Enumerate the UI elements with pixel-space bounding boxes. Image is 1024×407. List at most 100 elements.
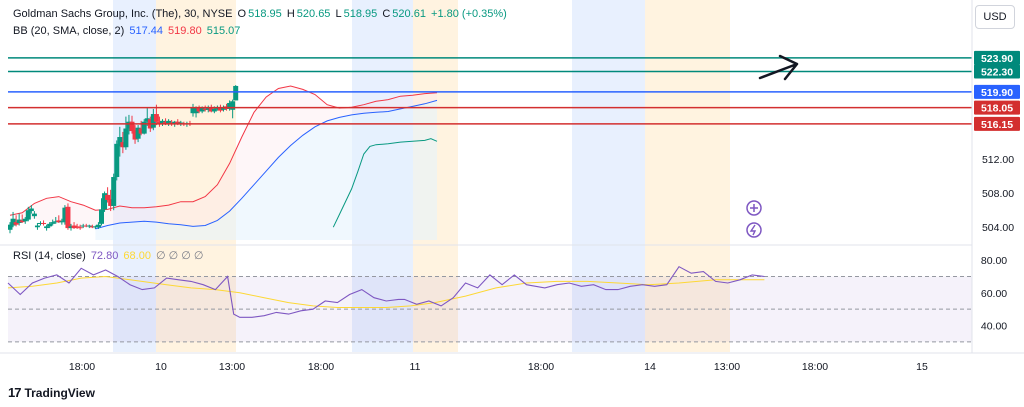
candle[interactable]: [68, 223, 74, 231]
candle[interactable]: [10, 211, 16, 228]
candle[interactable]: [227, 100, 233, 111]
bb-basis-line[interactable]: [95, 99, 438, 230]
candle[interactable]: [50, 219, 56, 226]
candle[interactable]: [126, 114, 132, 135]
candle[interactable]: [190, 103, 196, 117]
candle[interactable]: [19, 214, 25, 223]
rsi-pane[interactable]: [7, 265, 972, 343]
price-level-label: 518.05: [981, 103, 1013, 115]
session-band: [645, 0, 730, 352]
candle[interactable]: [16, 213, 22, 226]
candle[interactable]: [47, 222, 53, 229]
currency-button[interactable]: USD: [975, 5, 1015, 29]
candle-body: [132, 130, 138, 140]
candle[interactable]: [156, 116, 162, 127]
candle[interactable]: [74, 223, 80, 229]
candle[interactable]: [25, 206, 31, 222]
candle[interactable]: [53, 217, 59, 224]
candle[interactable]: [102, 191, 108, 212]
time-axis-tick: 13:00: [714, 361, 740, 373]
candle[interactable]: [166, 119, 172, 126]
candle[interactable]: [135, 125, 141, 143]
candle[interactable]: [202, 105, 208, 112]
candle-body: [50, 222, 56, 224]
price-level-tag[interactable]: 523.90: [974, 50, 1020, 65]
candle[interactable]: [120, 131, 126, 154]
rsi-legend[interactable]: RSI (14, close) 72.80 68.00 ∅ ∅ ∅ ∅: [13, 249, 206, 262]
candle[interactable]: [8, 222, 13, 234]
candle-body: [105, 194, 111, 200]
candle[interactable]: [62, 205, 68, 225]
candle-body: [172, 121, 178, 125]
price-level-label: 519.90: [981, 87, 1013, 99]
rsi-extra: ∅ ∅ ∅ ∅: [156, 250, 204, 262]
price-level-label: 522.30: [981, 66, 1013, 78]
plus-circle-icon[interactable]: [746, 200, 762, 216]
price-level-tag[interactable]: 516.15: [974, 116, 1020, 131]
candle[interactable]: [230, 99, 236, 119]
candle[interactable]: [56, 215, 62, 223]
candle[interactable]: [95, 222, 101, 229]
candle[interactable]: [59, 218, 65, 225]
price-level-tag-bg: [974, 50, 1020, 65]
candle[interactable]: [123, 116, 129, 150]
candle-body: [175, 121, 181, 124]
trend-arrow-annotation[interactable]: [758, 54, 799, 81]
candle[interactable]: [205, 105, 211, 113]
candle[interactable]: [129, 115, 135, 134]
candle[interactable]: [144, 108, 150, 126]
candle[interactable]: [86, 224, 92, 229]
candle[interactable]: [34, 222, 40, 230]
candle[interactable]: [105, 187, 111, 203]
candle[interactable]: [111, 173, 117, 211]
candle[interactable]: [28, 205, 34, 214]
time-axis-tick: 11: [410, 361, 421, 373]
candle[interactable]: [141, 119, 147, 135]
candle[interactable]: [31, 211, 37, 219]
bb-upper-fill: [10, 86, 437, 229]
time-axis-tick: 15: [916, 361, 928, 373]
bb-lower-line[interactable]: [332, 138, 438, 228]
candle[interactable]: [208, 104, 214, 113]
bb-upper-line[interactable]: [9, 85, 438, 216]
price-pane[interactable]: [8, 54, 973, 240]
candle[interactable]: [221, 105, 226, 112]
rsi-ma-line[interactable]: [7, 275, 765, 308]
candle[interactable]: [150, 108, 156, 131]
candle[interactable]: [77, 224, 83, 230]
candle[interactable]: [196, 105, 202, 114]
candle[interactable]: [217, 104, 223, 113]
candle[interactable]: [117, 126, 123, 157]
candle[interactable]: [108, 189, 114, 212]
candle[interactable]: [13, 215, 19, 227]
candle[interactable]: [92, 225, 98, 229]
price-level-tag[interactable]: 519.90: [974, 84, 1020, 99]
lightning-circle-icon[interactable]: [746, 222, 762, 238]
time-axis-tick: 13:00: [219, 361, 245, 373]
candle[interactable]: [41, 220, 47, 226]
price-level-tag[interactable]: 518.05: [974, 100, 1020, 115]
candle[interactable]: [44, 224, 50, 231]
candle[interactable]: [71, 222, 77, 229]
candle[interactable]: [22, 217, 28, 224]
candle[interactable]: [132, 125, 138, 144]
candle-body: [34, 225, 40, 228]
time-axis-tick: 14: [644, 361, 656, 373]
candle[interactable]: [114, 140, 120, 181]
candle[interactable]: [99, 198, 104, 226]
change-value: +1.80 (+0.35%): [431, 8, 507, 20]
bb-legend[interactable]: BB (20, SMA, close, 2) 517.44 519.80 515…: [13, 25, 242, 37]
candle[interactable]: [89, 224, 95, 229]
tradingview-logo[interactable]: 17 TradingView: [8, 385, 95, 400]
candle[interactable]: [38, 221, 43, 226]
low-label: L: [335, 8, 342, 20]
candle[interactable]: [160, 119, 165, 126]
candle-body: [8, 224, 13, 230]
candle[interactable]: [83, 223, 89, 228]
candle[interactable]: [65, 203, 71, 230]
rsi-line[interactable]: [7, 265, 765, 318]
price-level-tag[interactable]: 522.30: [974, 64, 1020, 79]
candle[interactable]: [233, 85, 239, 101]
candle[interactable]: [80, 223, 86, 229]
